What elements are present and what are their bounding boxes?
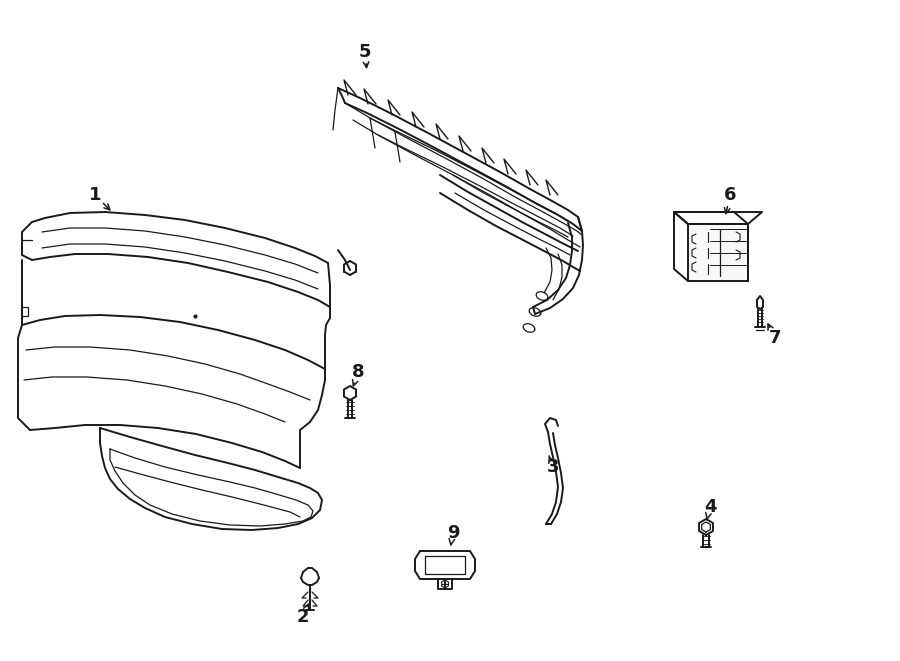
Polygon shape: [688, 224, 748, 281]
Text: 1: 1: [89, 186, 101, 204]
Text: 2: 2: [297, 608, 310, 626]
Text: 7: 7: [769, 329, 781, 347]
Text: 9: 9: [446, 524, 459, 542]
Text: 8: 8: [352, 363, 365, 381]
Text: 4: 4: [704, 498, 716, 516]
Text: 6: 6: [724, 186, 736, 204]
Text: 5: 5: [359, 43, 371, 61]
Text: 3: 3: [547, 458, 559, 476]
